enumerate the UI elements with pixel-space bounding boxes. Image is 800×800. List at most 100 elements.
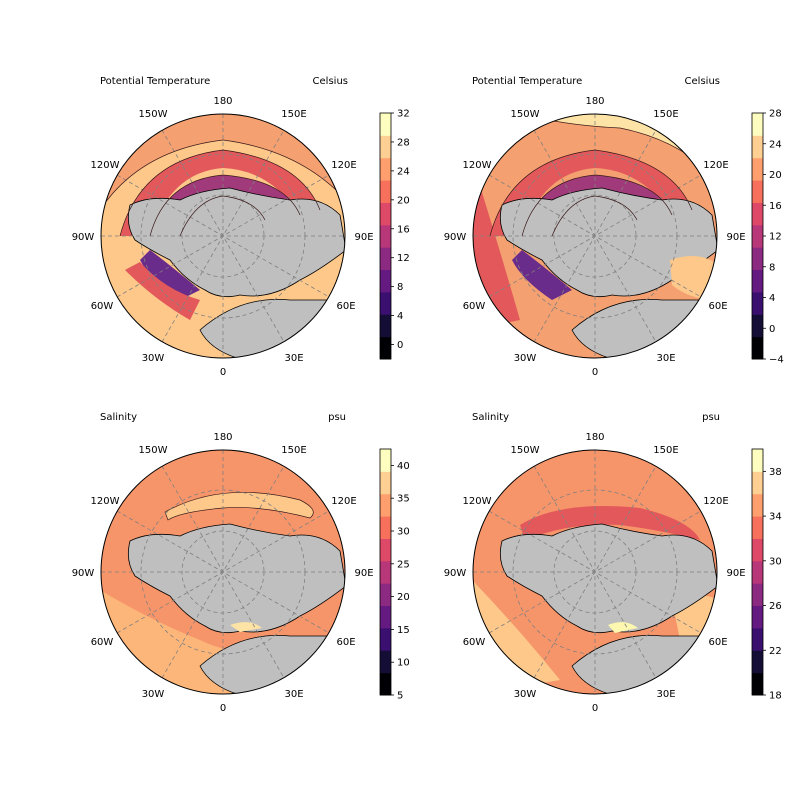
- map-boundary: [100, 449, 346, 695]
- colorbar-tick-label: 12: [397, 253, 410, 264]
- lon-label: 60W: [463, 301, 486, 312]
- lon-label: 30W: [142, 689, 165, 700]
- lon-label: 30W: [142, 353, 165, 364]
- high-salinity-patch: [608, 622, 638, 633]
- lon-label: 30W: [514, 353, 537, 364]
- panel-units: psu: [328, 412, 346, 423]
- colorbar-segment: [752, 471, 763, 495]
- colorbar: 0 4 8 12 16 20 24 28 32: [379, 109, 410, 360]
- panel-title: Salinity: [100, 412, 137, 423]
- colorbar-tick-label: −4: [769, 355, 784, 366]
- colorbar-frame: [379, 112, 392, 360]
- colorbar-segment: [752, 627, 763, 651]
- colorbar-segment: [752, 605, 763, 629]
- lon-label: 30W: [514, 689, 537, 700]
- colorbar-segment: [752, 113, 763, 136]
- cold-tongue: [140, 250, 200, 300]
- colorbar-segment: [752, 493, 763, 517]
- polar-map: [101, 450, 345, 694]
- mid-band: [490, 150, 692, 236]
- cool-band: [150, 175, 300, 236]
- colorbar-tick-label: 32: [397, 109, 410, 120]
- colorbar-tick-label: 22: [769, 646, 782, 657]
- colorbar-segment: [752, 336, 763, 360]
- polar-map: [473, 450, 717, 694]
- colorbar-segment: [752, 157, 763, 181]
- colorbar-tick-label: 25: [397, 559, 410, 570]
- panel-potential-temperature-1: Potential Temperature Celsius: [72, 76, 410, 378]
- colorbar-segment: [752, 583, 763, 607]
- colorbar-tick-label: 16: [397, 224, 410, 235]
- longitude-labels: 180 150E 120E 90E 60E 30E 0 30W 60W 90W …: [444, 432, 746, 714]
- lon-label: 90W: [72, 232, 95, 243]
- lon-label: 90W: [444, 568, 467, 579]
- lon-label: 150E: [653, 109, 678, 120]
- colorbar-tick-label: 16: [769, 201, 782, 212]
- lon-label: 120W: [463, 496, 492, 507]
- colorbar-tick-label: 5: [397, 691, 403, 702]
- lon-label: 0: [592, 367, 598, 378]
- cool-band: [522, 175, 672, 236]
- colorbar-tick-label: 30: [769, 556, 782, 567]
- colorbar-segment: [380, 314, 391, 338]
- colorbar-segment: [752, 180, 763, 203]
- lon-label: 60E: [336, 301, 355, 312]
- colorbar-segment: [380, 627, 391, 651]
- lon-label: 150E: [653, 445, 678, 456]
- lon-label: 120W: [463, 160, 492, 171]
- lon-label: 60E: [708, 637, 727, 648]
- longitude-labels: 180 150E 120E 90E 60E 30E 0 30W 60W 90W …: [72, 432, 374, 714]
- colorbar-segment: [380, 113, 391, 136]
- colorbar-segment: [380, 291, 391, 315]
- colorbar-tick-label: 28: [769, 109, 782, 120]
- colorbar-tick-label: 34: [769, 512, 782, 523]
- colorbar: −4 0 4 8 12 16 20 24 28: [751, 109, 784, 366]
- mid-band: [120, 150, 320, 236]
- colorbar-segment: [752, 247, 763, 271]
- lon-label: 60W: [463, 637, 486, 648]
- lon-label: 180: [585, 432, 604, 443]
- lon-label: 90E: [354, 568, 373, 579]
- colorbar-segment: [380, 449, 391, 472]
- colorbar-frame: [751, 448, 764, 696]
- colorbar-segment: [380, 560, 391, 584]
- colorbar-tick-label: 40: [397, 461, 410, 472]
- lon-label: 0: [592, 703, 598, 714]
- colorbar-segment: [380, 605, 391, 629]
- colorbar-tick-label: 30: [397, 527, 410, 538]
- cold-tongue: [512, 250, 572, 300]
- lon-label: 60E: [708, 301, 727, 312]
- colorbar-segment: [380, 538, 391, 562]
- colorbar-segment: [380, 157, 391, 181]
- longitude-labels: 180 150E 120E 90E 60E 30E 0 30W 60W 90W …: [444, 96, 746, 378]
- panel-salinity-2: Salinity psu 180 150E 120E 90E 60E: [444, 412, 782, 714]
- lon-label: 60W: [91, 301, 114, 312]
- panel-title: Potential Temperature: [472, 76, 582, 87]
- colorbar-tick-label: 20: [397, 195, 410, 206]
- colorbar-tick-label: 35: [397, 494, 410, 505]
- panel-title: Potential Temperature: [100, 76, 210, 87]
- graticule: [101, 114, 345, 358]
- lon-label: 0: [220, 703, 226, 714]
- colorbar-segment: [380, 336, 391, 360]
- fresh-band: [520, 506, 700, 540]
- colorbar-segment: [380, 269, 391, 293]
- lon-label: 30E: [656, 689, 675, 700]
- colorbar-segment: [752, 650, 763, 674]
- lon-label: 150W: [511, 445, 540, 456]
- colorbar-segment: [752, 560, 763, 584]
- colorbar-tick-label: 18: [769, 691, 782, 702]
- colorbar-segment: [380, 493, 391, 517]
- colorbar-tick-label: 12: [769, 232, 782, 243]
- lon-label: 60E: [336, 637, 355, 648]
- lon-label: 0: [220, 367, 226, 378]
- map-boundary: [472, 113, 718, 359]
- colorbar-segment: [752, 202, 763, 226]
- lon-label: 30E: [284, 689, 303, 700]
- colorbar-tick-label: 0: [769, 324, 775, 335]
- panel-potential-temperature-2: Potential Temperature Celsius: [444, 76, 784, 378]
- colorbar-tick-label: 4: [397, 311, 403, 322]
- colorbar-tick-label: 20: [397, 592, 410, 603]
- map-boundary: [472, 449, 718, 695]
- lon-label: 120E: [703, 496, 728, 507]
